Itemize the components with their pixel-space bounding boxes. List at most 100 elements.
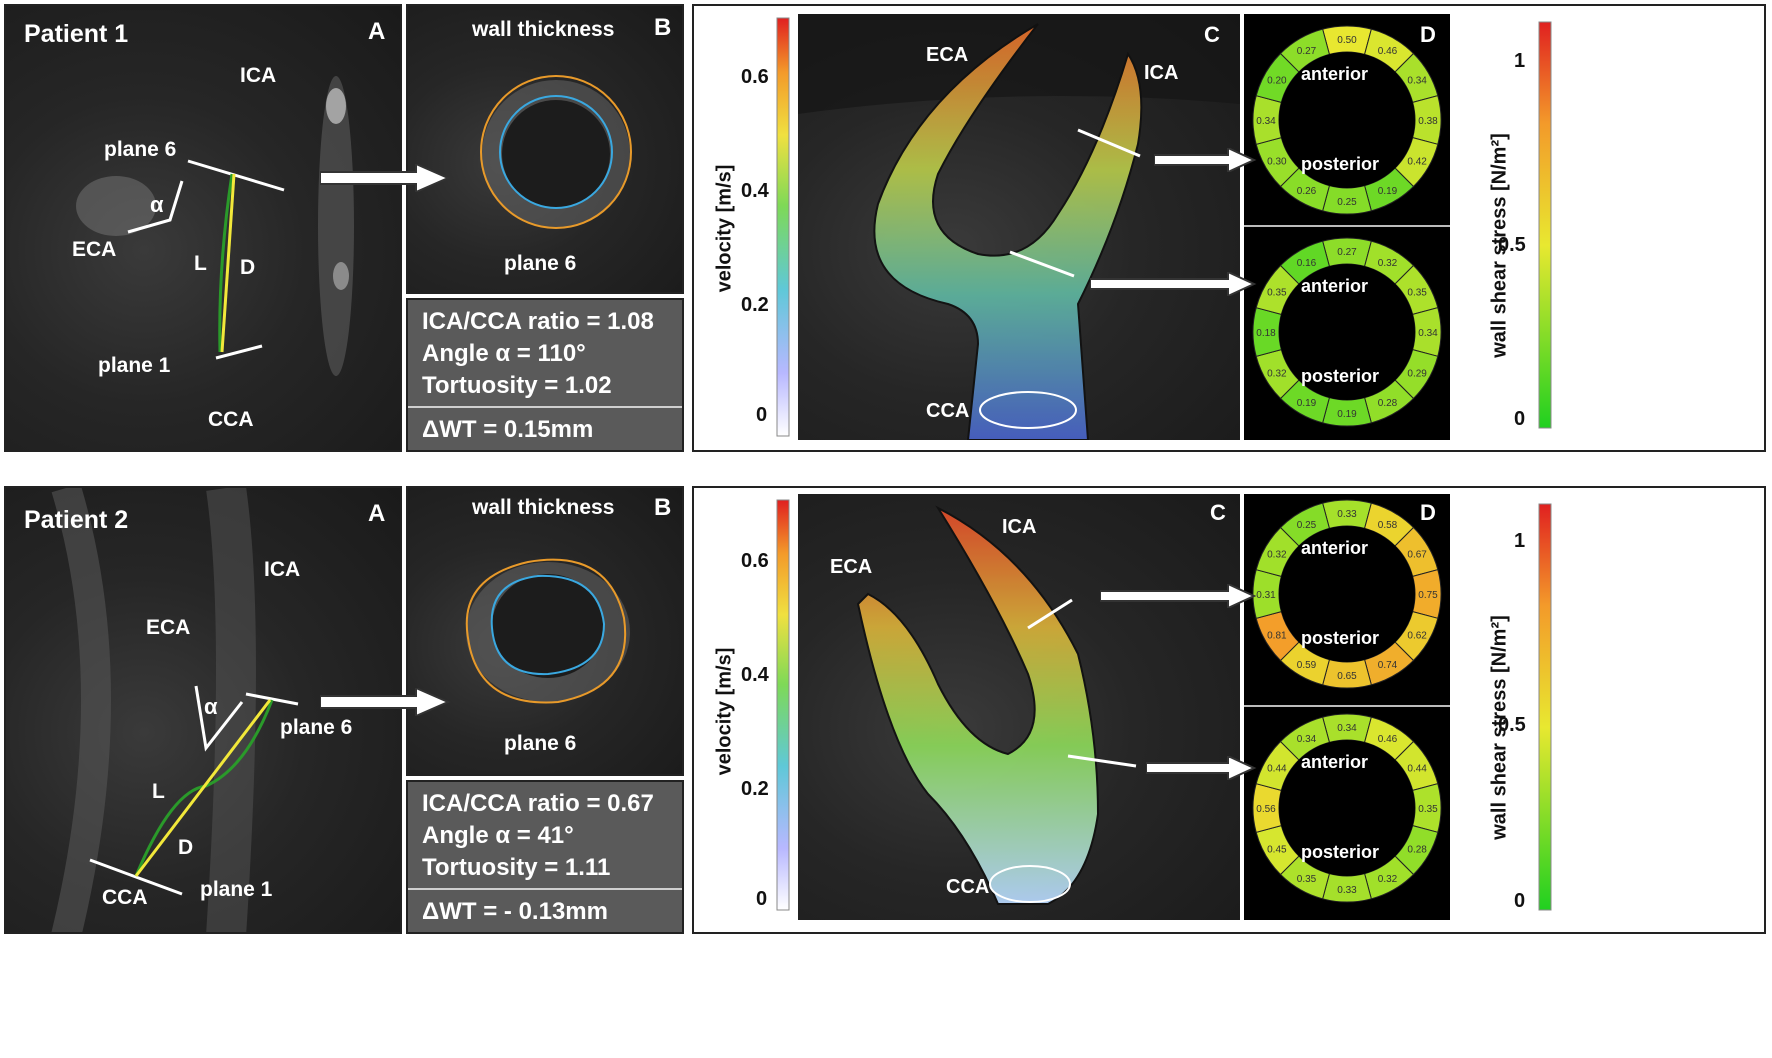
p2-label-ica: ICA (264, 558, 301, 581)
p2-divider (408, 888, 682, 890)
p1-ring-bottom-value: 0.29 (1407, 369, 1427, 380)
p2-ratio: ICA/CCA ratio = 0.67 (422, 790, 654, 817)
p1-ring-top-center (1279, 52, 1415, 188)
p2-label-cca: CCA (102, 886, 148, 909)
p1-vel-tick-0: 0 (756, 404, 768, 426)
p2-ring-bottom-value: 0.44 (1267, 764, 1287, 775)
p2-ring-bottom-value: 0.46 (1378, 734, 1398, 745)
p2-panel-d: 0.33 0.58 0.67 0.75 0.62 0.74 0.65 0.59 0.81 0.31… (1244, 494, 1450, 920)
p1-label-eca: ECA (72, 238, 117, 261)
p1-tortuosity: Tortuosity = 1.02 (422, 372, 612, 399)
p1-ring-bottom-center (1279, 264, 1415, 400)
p2-ring-bottom-value: 0.35 (1418, 804, 1438, 815)
p1-ring-bottom-value: 0.19 (1337, 409, 1357, 420)
p2-arrow-a-to-b (320, 688, 451, 716)
p2-label-plane1: plane 1 (200, 878, 273, 901)
p1-ring-bottom-value: 0.28 (1378, 398, 1398, 409)
p1-metrics-box: ICA/CCA ratio = 1.08 Angle α = 110° Tort… (406, 298, 684, 452)
p2-label-eca: ECA (146, 616, 191, 639)
p1-label-plane1: plane 1 (98, 354, 171, 377)
p2-label-plane6: plane 6 (280, 716, 353, 739)
p1-d-divider (1244, 225, 1450, 227)
p1-label-ica: ICA (240, 64, 277, 87)
p2-ring1-posterior: posterior (1301, 628, 1380, 648)
p1-angle: Angle α = 110° (422, 340, 586, 367)
p1-ring-top-value: 0.25 (1337, 197, 1357, 208)
p2-d-divider (1244, 705, 1450, 707)
p1-label-a: A (368, 18, 386, 45)
p2-arrow-c-to-d-bottom (1146, 756, 1257, 780)
p2-vessel-overlay (51, 488, 299, 932)
p2-c-label-cca: CCA (946, 876, 990, 898)
p2-ring-bottom-value: 0.35 (1297, 874, 1317, 885)
p1-label-b: B (654, 14, 672, 41)
p1-ring-bottom-value: 0.35 (1267, 288, 1287, 299)
p1-panel-b: wall thickness B plane 6 (406, 4, 684, 294)
p1-wall-contours (480, 75, 632, 229)
p1-ring-top-value: 0.30 (1267, 157, 1287, 168)
p2-ring-bottom-center (1279, 740, 1415, 876)
p1-ring-bottom-value: 0.34 (1418, 328, 1438, 339)
p2-vel-tick-04: 0.4 (741, 664, 769, 686)
p2-ring-top-center (1279, 526, 1415, 662)
p2-ring-top-value: 0.32 (1267, 550, 1287, 561)
p2-ring-top-value: 0.81 (1267, 631, 1287, 642)
p1-ring1-anterior: anterior (1301, 64, 1369, 84)
p2-c-label-eca: ECA (830, 556, 873, 578)
p1-ring-top-value: 0.27 (1297, 46, 1317, 57)
p2-wss-rings: 0.33 0.58 0.67 0.75 0.62 0.74 0.65 0.59 0.81 0.31… (1252, 499, 1442, 903)
p1-title: Patient 1 (24, 20, 129, 48)
p1-panel-c: ECA ICA CCA C (798, 14, 1240, 440)
p1-c-label-cca: CCA (926, 400, 970, 422)
p1-c-label-ica: ICA (1144, 62, 1179, 84)
p2-label-a: A (368, 500, 386, 527)
p1-label-c: C (1204, 22, 1220, 47)
p1-wss-tick-1: 1 (1514, 50, 1526, 72)
p2-velocity-axis-label: velocity [m/s] (713, 647, 736, 776)
p2-ring-bottom-value: 0.34 (1337, 723, 1357, 734)
p1-c-label-eca: ECA (926, 44, 969, 66)
p1-ring-bottom-value: 0.27 (1337, 247, 1357, 258)
p2-panel-a: Patient 2 A ICA ECA α plane 6 L D plane … (4, 486, 402, 934)
p1-velocity-axis-label: velocity [m/s] (713, 164, 736, 293)
p1-ring2-posterior: posterior (1301, 366, 1380, 386)
p1-ring-bottom-value: 0.32 (1378, 258, 1398, 269)
p2-vel-tick-02: 0.2 (741, 778, 769, 800)
p2-label-d: D (1420, 500, 1436, 525)
p1-arrow-a-to-b (320, 164, 451, 192)
p2-label-c: C (1210, 500, 1226, 525)
p2-ring-bottom-value: 0.32 (1378, 874, 1398, 885)
p1-ring-top-value: 0.34 (1407, 76, 1427, 87)
p2-ring-bottom-value: 0.56 (1256, 804, 1276, 815)
p1-label-d: D (240, 256, 256, 279)
p1-ratio: ICA/CCA ratio = 1.08 (422, 308, 654, 335)
p2-title: Patient 2 (24, 506, 129, 534)
p1-label-l: L (194, 252, 207, 275)
p2-ring-bottom-value: 0.45 (1267, 845, 1287, 856)
p2-ring-top-value: 0.25 (1297, 520, 1317, 531)
p1-ring-top-value: 0.42 (1407, 157, 1427, 168)
p2-ring-bottom-value: 0.28 (1407, 845, 1427, 856)
p2-ring-top-value: 0.65 (1337, 671, 1357, 682)
p1-ring-top-value: 0.50 (1337, 35, 1357, 46)
p2-panel-b: wall thickness B plane 6 (406, 486, 684, 776)
p1-vel-tick-06: 0.6 (741, 66, 769, 88)
p1-b-plane6: plane 6 (504, 252, 577, 275)
p1-ring-top-value: 0.46 (1378, 46, 1398, 57)
p1-velocity-colorbar (776, 17, 790, 437)
p1-ring-top-value: 0.20 (1267, 76, 1287, 87)
p2-label-alpha: α (204, 694, 218, 719)
p2-ring-top-value: 0.74 (1378, 660, 1398, 671)
p1-ring-top-value: 0.38 (1418, 116, 1438, 127)
p2-vel-tick-06: 0.6 (741, 550, 769, 572)
p2-wss-tick-05: 0.5 (1498, 714, 1526, 736)
p2-ring-top-value: 0.33 (1337, 509, 1357, 520)
p2-panel-c: ICA ECA CCA C (798, 494, 1240, 920)
p1-label-cca: CCA (208, 408, 254, 431)
p1-ring1-posterior: posterior (1301, 154, 1380, 174)
p2-ring2-anterior: anterior (1301, 752, 1369, 772)
p2-angle: Angle α = 41° (422, 822, 574, 849)
p1-dwt: ΔWT = 0.15mm (422, 416, 594, 443)
p1-ring-bottom-value: 0.18 (1256, 328, 1276, 339)
p1-divider (408, 406, 682, 408)
